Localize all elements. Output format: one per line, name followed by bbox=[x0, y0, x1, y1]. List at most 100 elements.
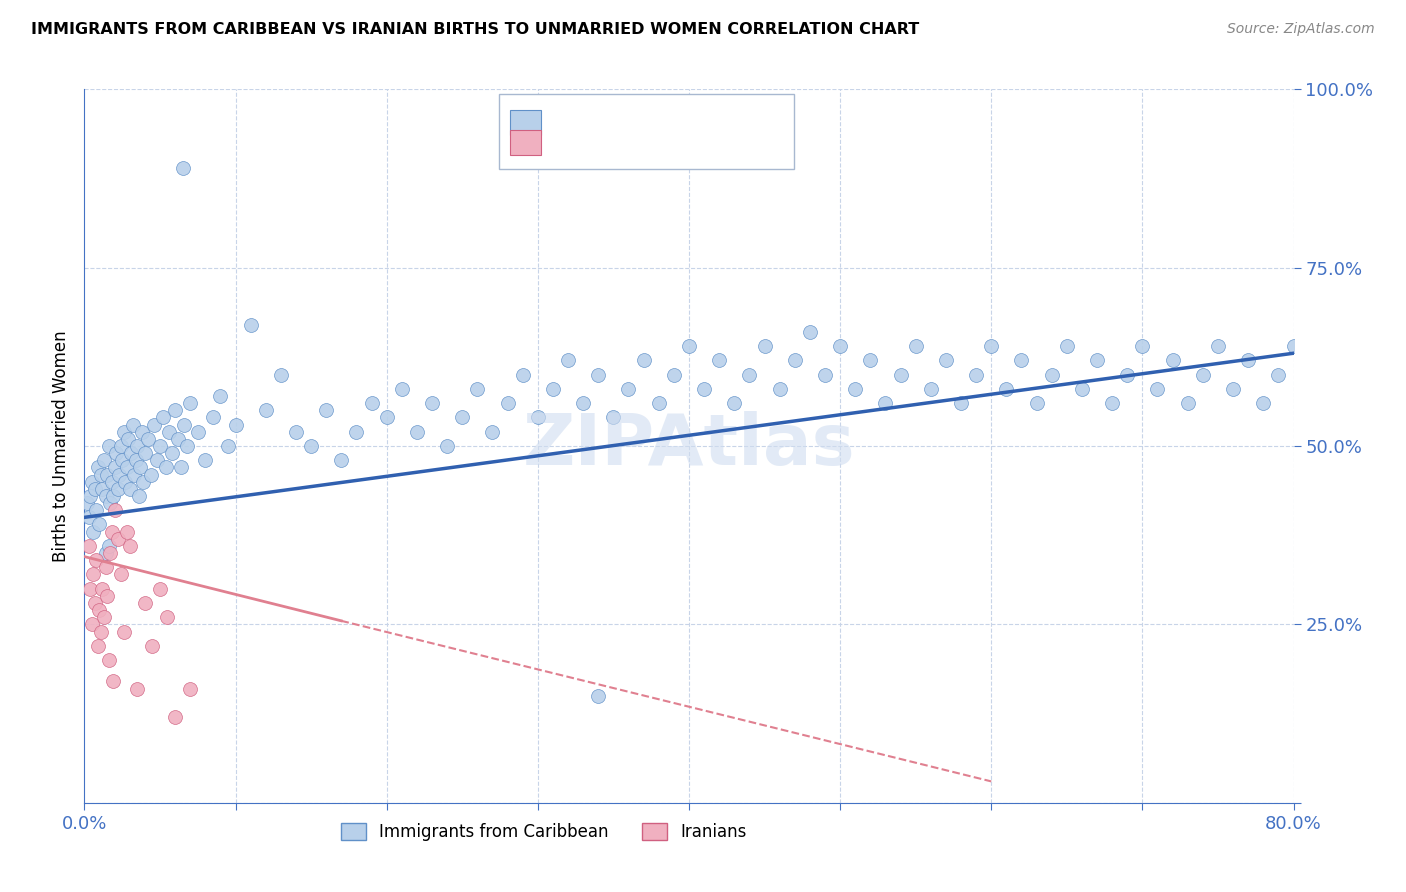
Point bbox=[738, 368, 761, 382]
Text: -0.183: -0.183 bbox=[589, 133, 648, 151]
Point bbox=[375, 410, 398, 425]
Point bbox=[920, 382, 942, 396]
Point bbox=[160, 446, 183, 460]
Point bbox=[79, 489, 101, 503]
Point bbox=[693, 382, 716, 396]
Point bbox=[127, 681, 149, 696]
Point bbox=[80, 617, 103, 632]
Point bbox=[512, 368, 534, 382]
Point bbox=[96, 589, 118, 603]
Point bbox=[1085, 353, 1108, 368]
Point bbox=[155, 460, 177, 475]
Point bbox=[588, 368, 610, 382]
Point bbox=[110, 439, 132, 453]
Point bbox=[107, 532, 129, 546]
Point bbox=[299, 439, 322, 453]
Point bbox=[617, 382, 640, 396]
Point bbox=[172, 161, 194, 175]
Point bbox=[557, 353, 579, 368]
Point bbox=[77, 539, 100, 553]
Point bbox=[391, 382, 413, 396]
Point bbox=[1192, 368, 1215, 382]
Point bbox=[132, 475, 155, 489]
Point bbox=[890, 368, 912, 382]
Point bbox=[97, 653, 120, 667]
Point bbox=[122, 467, 145, 482]
Point bbox=[89, 603, 111, 617]
Point bbox=[97, 539, 120, 553]
Point bbox=[217, 439, 239, 453]
Point bbox=[723, 396, 745, 410]
Point bbox=[129, 460, 152, 475]
Point bbox=[1206, 339, 1229, 353]
Point bbox=[360, 396, 382, 410]
Point bbox=[134, 596, 156, 610]
Point bbox=[118, 539, 141, 553]
Point bbox=[451, 410, 474, 425]
Point bbox=[678, 339, 700, 353]
Point bbox=[86, 553, 108, 567]
Point bbox=[87, 460, 110, 475]
Text: 30: 30 bbox=[681, 133, 703, 151]
Point bbox=[1177, 396, 1199, 410]
Point bbox=[1025, 396, 1047, 410]
Point bbox=[170, 460, 193, 475]
Point bbox=[82, 524, 104, 539]
Text: N =: N = bbox=[638, 101, 686, 119]
Point bbox=[875, 396, 897, 410]
Point bbox=[117, 432, 139, 446]
Point bbox=[496, 396, 519, 410]
Point bbox=[76, 496, 98, 510]
Point bbox=[541, 382, 564, 396]
Point bbox=[830, 339, 852, 353]
Point bbox=[254, 403, 277, 417]
Point bbox=[121, 417, 143, 432]
Point bbox=[1011, 353, 1033, 368]
Point bbox=[146, 453, 169, 467]
Point bbox=[904, 339, 927, 353]
Point bbox=[100, 475, 122, 489]
Point bbox=[105, 446, 128, 460]
Point bbox=[128, 489, 150, 503]
Point bbox=[239, 318, 262, 332]
Text: ZIPAtlas: ZIPAtlas bbox=[523, 411, 855, 481]
Point bbox=[965, 368, 987, 382]
Point bbox=[1253, 396, 1275, 410]
Point bbox=[633, 353, 655, 368]
Point bbox=[98, 496, 121, 510]
Point bbox=[94, 546, 117, 560]
Point bbox=[783, 353, 806, 368]
Point bbox=[134, 446, 156, 460]
Point bbox=[814, 368, 837, 382]
Point bbox=[1237, 353, 1260, 368]
Text: N =: N = bbox=[638, 133, 686, 151]
Point bbox=[111, 453, 134, 467]
Point bbox=[118, 482, 141, 496]
Point bbox=[165, 710, 187, 724]
Point bbox=[115, 460, 138, 475]
Point bbox=[1146, 382, 1168, 396]
Point bbox=[935, 353, 957, 368]
Point bbox=[330, 453, 353, 467]
Point bbox=[270, 368, 292, 382]
Text: IMMIGRANTS FROM CARIBBEAN VS IRANIAN BIRTHS TO UNMARRIED WOMEN CORRELATION CHART: IMMIGRANTS FROM CARIBBEAN VS IRANIAN BIR… bbox=[31, 22, 920, 37]
Point bbox=[87, 639, 110, 653]
Point bbox=[420, 396, 443, 410]
Point bbox=[91, 582, 114, 596]
Point bbox=[572, 396, 595, 410]
Text: R =: R = bbox=[550, 133, 586, 151]
Point bbox=[225, 417, 247, 432]
Point bbox=[141, 639, 163, 653]
Point bbox=[1071, 382, 1094, 396]
Point bbox=[194, 453, 217, 467]
Point bbox=[136, 432, 159, 446]
Point bbox=[588, 689, 610, 703]
Point bbox=[108, 467, 131, 482]
Point bbox=[799, 325, 821, 339]
Point bbox=[107, 482, 129, 496]
Point bbox=[187, 425, 209, 439]
Point bbox=[1040, 368, 1063, 382]
Y-axis label: Births to Unmarried Women: Births to Unmarried Women bbox=[52, 330, 70, 562]
Point bbox=[179, 681, 201, 696]
Point bbox=[1056, 339, 1078, 353]
